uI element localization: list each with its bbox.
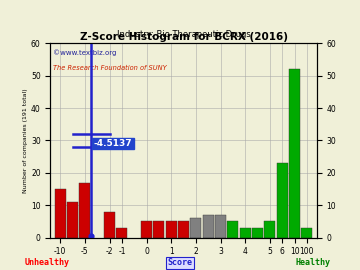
Text: Unhealthy: Unhealthy	[24, 258, 69, 267]
Bar	[55, 189, 66, 238]
Text: -4.5137: -4.5137	[94, 139, 132, 148]
Bar	[203, 215, 214, 238]
Bar	[178, 221, 189, 238]
Bar	[252, 228, 263, 238]
Bar	[153, 221, 165, 238]
Bar	[264, 221, 275, 238]
Bar	[190, 218, 202, 238]
Bar	[301, 228, 312, 238]
Bar	[67, 202, 78, 238]
Bar	[104, 212, 115, 238]
Bar	[289, 69, 300, 238]
Text: The Research Foundation of SUNY: The Research Foundation of SUNY	[53, 65, 167, 70]
Bar	[215, 215, 226, 238]
Text: Score: Score	[167, 258, 193, 267]
Y-axis label: Number of companies (191 total): Number of companies (191 total)	[23, 88, 28, 193]
Bar	[80, 183, 90, 238]
Bar	[166, 221, 177, 238]
Bar	[141, 221, 152, 238]
Text: Healthy: Healthy	[296, 258, 331, 267]
Bar	[240, 228, 251, 238]
Bar	[277, 163, 288, 238]
Title: Z-Score Histogram for BCRX (2016): Z-Score Histogram for BCRX (2016)	[80, 32, 288, 42]
Text: ©www.textbiz.org: ©www.textbiz.org	[53, 49, 116, 56]
Text: Industry: Bio Therapeutic Drugs: Industry: Bio Therapeutic Drugs	[117, 30, 251, 39]
Bar	[116, 228, 127, 238]
Bar	[228, 221, 238, 238]
